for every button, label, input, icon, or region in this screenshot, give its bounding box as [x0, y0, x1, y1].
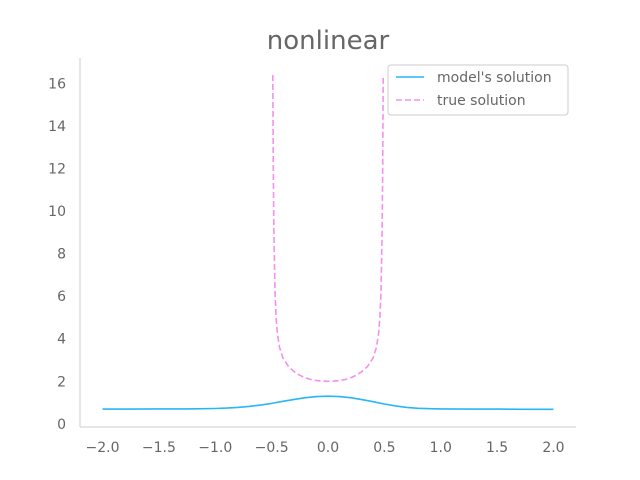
plot-area [102, 74, 554, 411]
x-tick-label: 0.0 [317, 440, 339, 456]
series-line-models-solution [102, 395, 554, 411]
y-tick-label: 8 [57, 247, 66, 263]
y-tick-label: 2 [57, 374, 66, 390]
y-tick-label: 12 [48, 162, 66, 178]
x-tick-label: 2.0 [542, 440, 564, 456]
legend-box [387, 64, 569, 116]
x-tick-label: −1.0 [198, 440, 232, 456]
chart-title: nonlinear [267, 26, 390, 56]
x-tick-label: −0.5 [255, 440, 289, 456]
x-tick-label: 1.5 [486, 440, 508, 456]
legend-label-models-solution: model's solution [437, 70, 552, 86]
series-line-true-solution [271, 74, 385, 383]
legend: model's solution true solution [387, 64, 569, 116]
x-tick-label: −2.0 [86, 440, 120, 456]
y-tick-label: 16 [48, 77, 66, 93]
x-ticks: −2.0 −1.5 −1.0 −0.5 0.0 0.5 1.0 1.5 2.0 [86, 440, 565, 456]
y-tick-label: 0 [57, 417, 66, 433]
x-tick-label: −1.5 [142, 440, 176, 456]
x-tick-label: 0.5 [373, 440, 395, 456]
y-ticks: 0 2 4 6 8 10 12 14 16 [48, 77, 66, 433]
x-tick-label: 1.0 [430, 440, 452, 456]
y-tick-label: 4 [57, 332, 66, 348]
y-tick-label: 6 [57, 289, 66, 305]
y-tick-label: 10 [48, 204, 66, 220]
legend-label-true-solution: true solution [437, 93, 526, 109]
y-tick-label: 14 [48, 119, 66, 135]
